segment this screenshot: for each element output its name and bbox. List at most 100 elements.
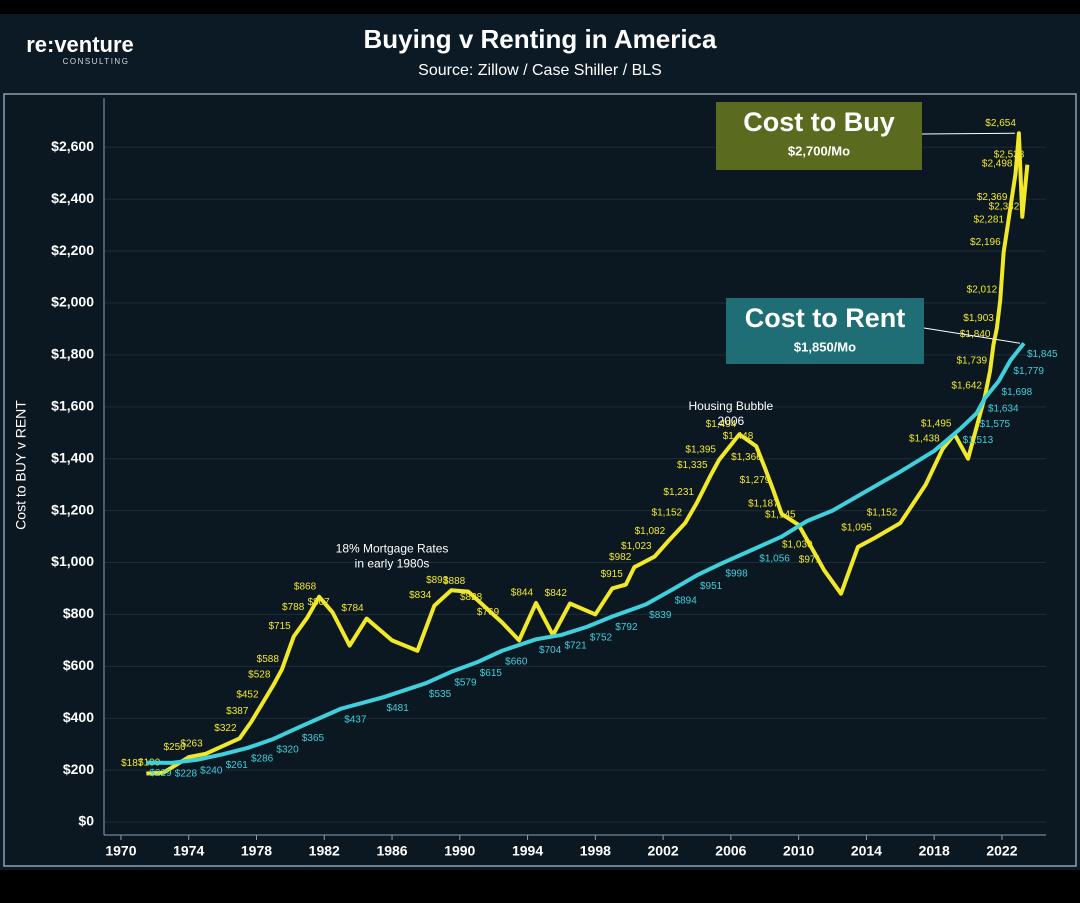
callout-arrow bbox=[923, 327, 1021, 344]
data-label: $2,332 bbox=[989, 201, 1020, 212]
data-label: $1,494 bbox=[706, 419, 737, 430]
y-tick-label: $1,600 bbox=[51, 398, 94, 414]
data-label: $1,056 bbox=[759, 554, 790, 565]
series-line bbox=[146, 341, 1026, 765]
data-label: $481 bbox=[387, 703, 410, 714]
data-label: $437 bbox=[344, 714, 367, 725]
data-label: $588 bbox=[257, 654, 280, 665]
data-label: $2,369 bbox=[977, 192, 1008, 203]
data-label: $1,779 bbox=[1013, 366, 1044, 377]
y-tick-label: $1,200 bbox=[51, 501, 94, 517]
data-label: $1,145 bbox=[765, 510, 796, 521]
annotation: in early 1980s bbox=[355, 557, 430, 571]
data-label: $1,082 bbox=[635, 526, 666, 537]
data-label: $982 bbox=[609, 552, 632, 563]
chart-title: Buying v Renting in America bbox=[364, 24, 718, 54]
data-label: $660 bbox=[505, 656, 528, 667]
data-label: $784 bbox=[341, 603, 364, 614]
data-label: $452 bbox=[236, 689, 259, 700]
data-label: $615 bbox=[480, 668, 503, 679]
data-label: $715 bbox=[269, 621, 292, 632]
x-tick-label: 2022 bbox=[986, 843, 1017, 859]
data-label: $2,281 bbox=[973, 215, 1004, 226]
data-label: $2,654 bbox=[985, 118, 1016, 129]
callout-arrow bbox=[921, 132, 1015, 135]
data-label: $1,634 bbox=[988, 404, 1019, 415]
x-tick-label: 2010 bbox=[783, 843, 814, 859]
x-tick-label: 1978 bbox=[241, 843, 272, 859]
y-axis-label: Cost to BUY v RENT bbox=[13, 400, 29, 530]
x-tick-label: 1990 bbox=[444, 843, 475, 859]
data-label: $263 bbox=[180, 738, 203, 749]
data-label: $240 bbox=[200, 765, 223, 776]
y-tick-label: $1,000 bbox=[51, 553, 94, 569]
x-tick-label: 1998 bbox=[580, 843, 611, 859]
data-label: $842 bbox=[545, 588, 568, 599]
data-label: $704 bbox=[539, 645, 562, 656]
data-label: $1,152 bbox=[867, 508, 898, 519]
data-label: $788 bbox=[282, 602, 305, 613]
brand-name: re:venture bbox=[26, 32, 134, 57]
data-label: $1,187 bbox=[748, 499, 779, 510]
data-label: $250 bbox=[163, 742, 186, 753]
data-label: $1,366 bbox=[731, 452, 762, 463]
data-label: $2,533 bbox=[994, 149, 1025, 160]
y-tick-label: $200 bbox=[63, 761, 94, 777]
data-label: $229 bbox=[149, 768, 172, 779]
data-label: $322 bbox=[214, 723, 237, 734]
data-label: $752 bbox=[590, 633, 613, 644]
x-tick-label: 1982 bbox=[309, 843, 340, 859]
data-label: $365 bbox=[302, 733, 325, 744]
y-tick-label: $800 bbox=[63, 605, 94, 621]
y-tick-label: $1,800 bbox=[51, 346, 94, 362]
data-label: $535 bbox=[429, 689, 452, 700]
data-label: $839 bbox=[649, 610, 672, 621]
data-label: $1,840 bbox=[960, 329, 991, 340]
data-label: $1,095 bbox=[841, 523, 872, 534]
data-label: $1,279 bbox=[740, 475, 771, 486]
y-tick-label: $400 bbox=[63, 709, 94, 725]
x-tick-label: 2018 bbox=[919, 843, 950, 859]
series-line bbox=[146, 131, 1030, 776]
x-tick-label: 2002 bbox=[648, 843, 679, 859]
y-tick-label: $2,000 bbox=[51, 294, 94, 310]
x-tick-label: 2014 bbox=[851, 843, 882, 859]
legend-note: $2,700/Mo bbox=[788, 143, 850, 158]
x-tick-label: 2006 bbox=[715, 843, 746, 859]
y-tick-label: $0 bbox=[78, 813, 94, 829]
legend-box bbox=[716, 102, 922, 170]
legend-label: Cost to Rent bbox=[745, 303, 905, 333]
data-label: $971 bbox=[799, 555, 822, 566]
data-label: $721 bbox=[564, 641, 587, 652]
y-tick-label: $2,600 bbox=[51, 138, 94, 154]
y-tick-label: $1,400 bbox=[51, 449, 94, 465]
data-label: $893 bbox=[426, 575, 449, 586]
data-label: $528 bbox=[248, 670, 271, 681]
data-label: $1,030 bbox=[782, 539, 813, 550]
data-label: $998 bbox=[725, 569, 748, 580]
data-label: $1,642 bbox=[951, 381, 982, 392]
data-label: $894 bbox=[675, 596, 698, 607]
chart-subtitle: Source: Zillow / Case Shiller / BLS bbox=[418, 62, 662, 79]
data-label: $1,152 bbox=[652, 508, 683, 519]
data-label: $1,575 bbox=[980, 419, 1011, 430]
data-label: $769 bbox=[477, 607, 500, 618]
data-label: $792 bbox=[615, 622, 638, 633]
data-label: $2,498 bbox=[982, 158, 1013, 169]
data-label: $320 bbox=[276, 745, 299, 756]
data-label: $1,438 bbox=[909, 433, 940, 444]
data-label: $1,903 bbox=[963, 313, 994, 324]
data-label: $1,023 bbox=[621, 541, 652, 552]
annotation: Housing Bubble bbox=[689, 399, 774, 413]
data-label: $868 bbox=[294, 581, 317, 592]
annotation: 18% Mortgage Rates bbox=[336, 542, 449, 556]
data-label: $228 bbox=[175, 768, 198, 779]
data-label: $387 bbox=[226, 706, 249, 717]
data-label: $187 bbox=[121, 758, 144, 769]
y-tick-label: $2,200 bbox=[51, 242, 94, 258]
plot-frame bbox=[3, 93, 1077, 867]
data-label: $579 bbox=[454, 677, 477, 688]
data-label: $844 bbox=[511, 588, 534, 599]
annotation: 2006 bbox=[718, 414, 745, 428]
data-label: $2,012 bbox=[967, 285, 998, 296]
